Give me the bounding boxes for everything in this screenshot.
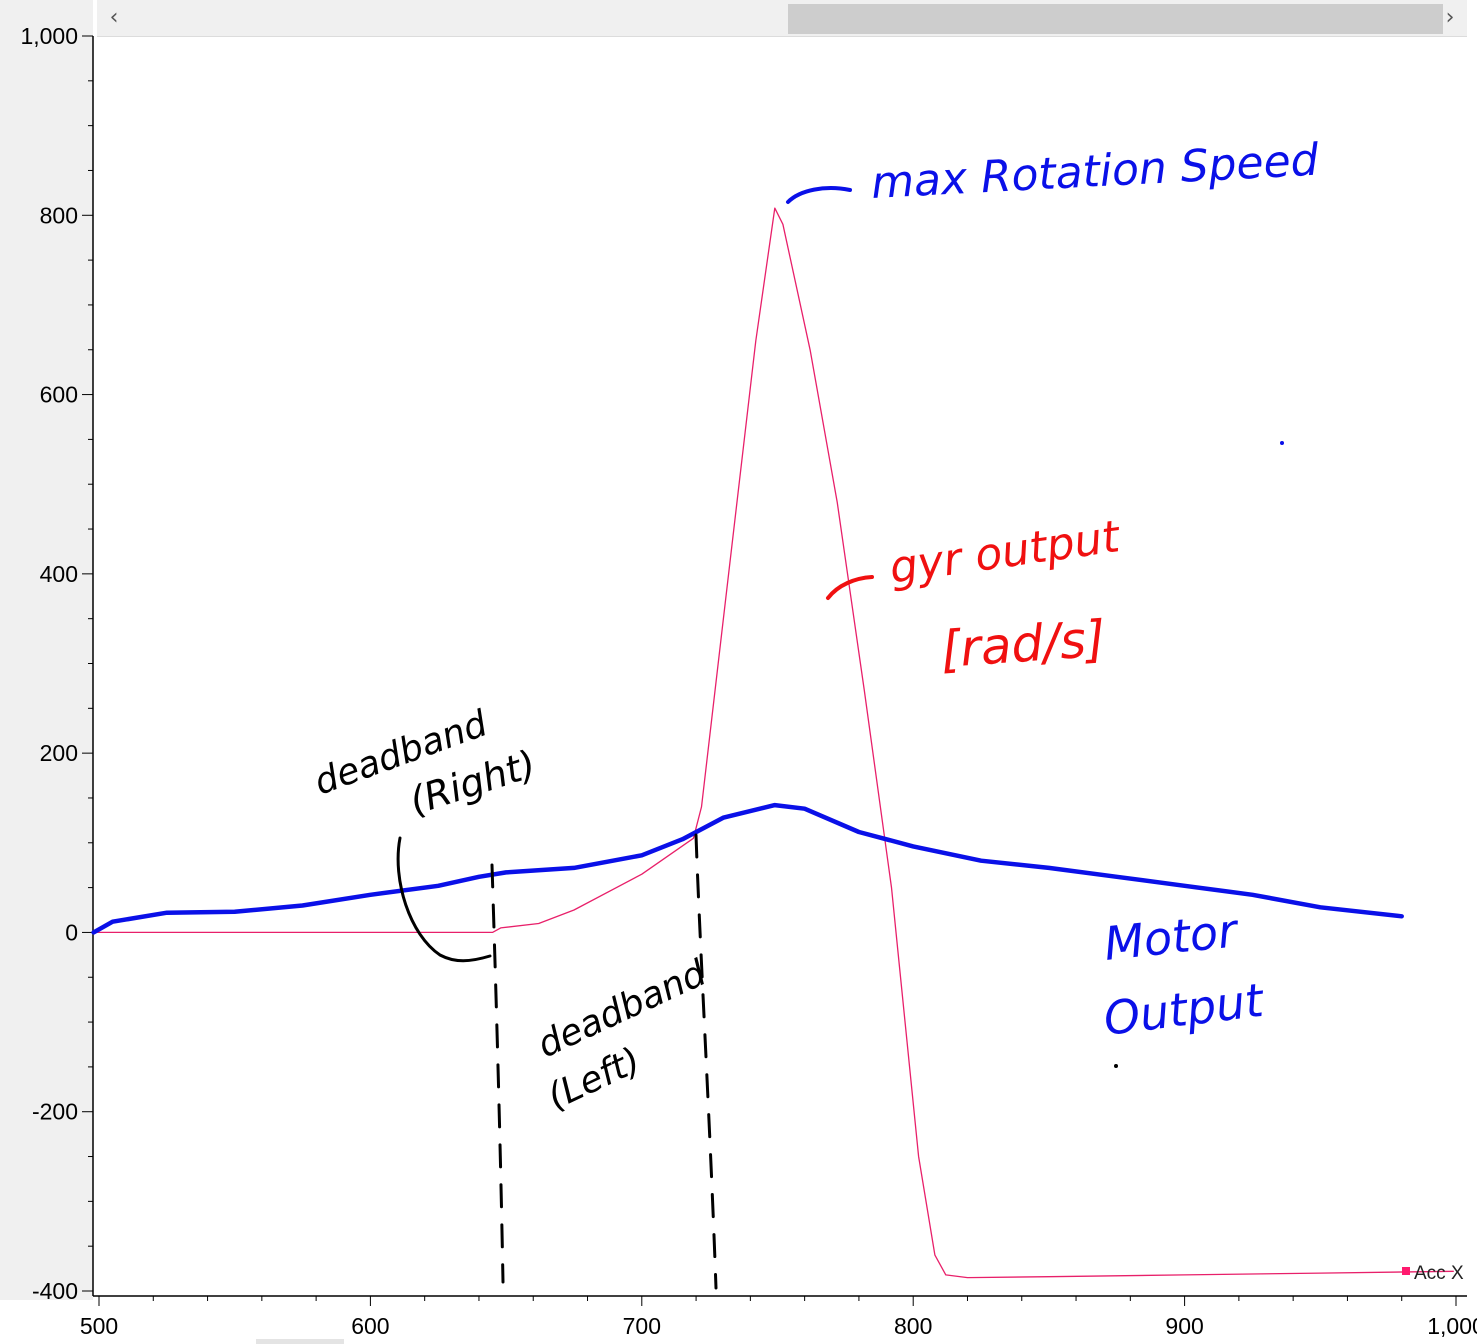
series-layer [94, 208, 1454, 1278]
annotations: max Rotation Speed gyr output [rad/s] Mo… [309, 135, 1321, 1288]
y-tick-label: 1,000 [20, 23, 78, 49]
legend-swatch [1402, 1267, 1410, 1275]
axes [93, 36, 1467, 1296]
y-tick-label: 200 [40, 740, 78, 766]
gyr-unit-annotation: [rad/s] [939, 610, 1107, 679]
motor-output-annotation-line2: Output [1101, 973, 1268, 1046]
motor-output-annotation-line1: Motor [1102, 903, 1243, 971]
x-tick-label: 600 [351, 1313, 389, 1339]
y-tick-label: -400 [32, 1278, 78, 1304]
y-tick-label: 0 [65, 919, 78, 945]
pen-dot [1114, 1064, 1118, 1068]
x-axis-ticks: 500 600 700 800 900 1,000 [80, 1296, 1477, 1339]
y-tick-label: 800 [40, 202, 78, 228]
bottom-tab [256, 1339, 344, 1344]
max-rotation-annotation: max Rotation Speed [870, 135, 1321, 209]
legend: Acc X [1402, 1263, 1464, 1284]
legend-label: Acc X [1414, 1263, 1464, 1284]
x-tick-label: 700 [623, 1313, 661, 1339]
y-tick-label: 600 [40, 382, 78, 408]
x-tick-label: 500 [80, 1313, 118, 1339]
x-tick-label: 800 [894, 1313, 932, 1339]
max-rotation-leader [788, 188, 850, 202]
pen-dot [1280, 441, 1284, 445]
gyr-output-annotation: gyr output [886, 511, 1124, 594]
deadband-right-boundary-line [696, 835, 716, 1288]
x-tick-label: 1,000 [1427, 1313, 1477, 1339]
x-tick-label: 900 [1165, 1313, 1203, 1339]
series-line-acc-x [94, 208, 1454, 1278]
y-tick-label: -200 [32, 1099, 78, 1125]
y-tick-label: 400 [40, 561, 78, 587]
deadband-right-bracket [398, 838, 490, 961]
y-axis-ticks: 1,000 800 600 400 200 0 -200 -400 [20, 23, 93, 1304]
